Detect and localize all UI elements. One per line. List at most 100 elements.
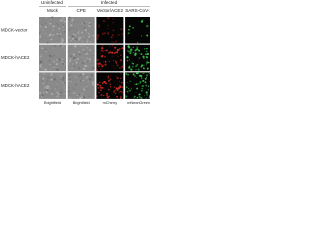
cell: [56, 91, 58, 93]
cell: [102, 61, 104, 63]
cell: [49, 77, 52, 80]
cell: [126, 56, 129, 59]
cell: [68, 36, 71, 38]
cell: [120, 77, 122, 79]
cell: [63, 29, 65, 31]
cell: [70, 80, 73, 83]
cell: [48, 86, 51, 88]
cell: [75, 76, 78, 79]
cell: [143, 47, 146, 50]
cell: [62, 30, 64, 32]
cell: [39, 59, 41, 60]
cell: [80, 63, 82, 65]
cell: [68, 28, 71, 31]
cell: [135, 91, 137, 93]
cell: [112, 65, 114, 67]
cell: [57, 52, 60, 55]
cell: [138, 93, 141, 96]
cell: [68, 19, 71, 21]
cell: [39, 61, 42, 64]
cell: [60, 78, 62, 80]
cell: [144, 81, 147, 84]
cell: [106, 49, 108, 52]
cell: [75, 34, 77, 37]
cell: [49, 22, 51, 25]
cell: [107, 77, 109, 79]
cell: [81, 61, 84, 65]
cell: [61, 58, 62, 60]
cell: [46, 41, 49, 44]
cell: [74, 59, 76, 61]
cell: [101, 54, 104, 57]
cell: [113, 52, 116, 55]
cell: [79, 85, 80, 87]
cell: [41, 49, 44, 51]
cell: [147, 85, 150, 87]
cell: [72, 33, 75, 35]
cell: [130, 51, 132, 53]
cell: [56, 66, 58, 68]
cell: [39, 50, 41, 52]
cell: [109, 83, 111, 85]
cell: [73, 92, 77, 95]
cell: [82, 35, 85, 38]
cell: [97, 64, 99, 66]
cell: [109, 75, 111, 77]
cell: [112, 55, 114, 57]
cell: [46, 17, 48, 19]
cell: [135, 65, 138, 68]
cell: [91, 81, 95, 84]
cell: [82, 96, 86, 99]
cell: [51, 59, 54, 62]
cell: [114, 46, 117, 49]
cell: [41, 94, 44, 97]
cell: [148, 89, 150, 91]
cell: [136, 48, 139, 51]
cell: [52, 65, 55, 69]
cell: [51, 84, 53, 87]
cell: [58, 73, 60, 75]
cell: [99, 84, 102, 87]
cell: [59, 60, 61, 63]
cell: [132, 62, 135, 65]
cell: [39, 76, 41, 78]
cell: [73, 37, 75, 39]
cell: [78, 38, 81, 41]
cell: [119, 67, 121, 69]
cell: [81, 56, 83, 58]
cell: [40, 22, 44, 25]
cell: [80, 45, 82, 48]
cell: [41, 80, 44, 82]
cell: [89, 37, 92, 39]
cell: [53, 25, 55, 28]
cell: [109, 78, 112, 81]
cell: [129, 89, 132, 92]
cell: [111, 44, 113, 47]
cell: [89, 81, 91, 83]
cell: [132, 52, 134, 54]
cell: [96, 37, 99, 40]
cell: [82, 69, 84, 71]
cell: [61, 19, 64, 22]
cell: [44, 25, 47, 29]
cell: [109, 51, 112, 54]
cell: [128, 25, 131, 28]
cell: [70, 40, 72, 42]
cell: [72, 86, 74, 89]
cell: [89, 61, 91, 63]
cell: [77, 80, 80, 83]
cell: [58, 58, 61, 61]
cell: [91, 38, 93, 40]
cell: [114, 68, 116, 70]
cell: [102, 50, 104, 53]
group-label: Uninfected: [41, 0, 63, 5]
cell: [46, 85, 50, 88]
cell: [89, 60, 91, 62]
cell: [41, 19, 43, 21]
cell: [40, 34, 42, 36]
cell: [98, 26, 100, 28]
cell: [101, 94, 103, 96]
cell: [77, 67, 79, 70]
cell: [140, 20, 144, 23]
channel-label: mNeonGreen: [127, 101, 150, 105]
